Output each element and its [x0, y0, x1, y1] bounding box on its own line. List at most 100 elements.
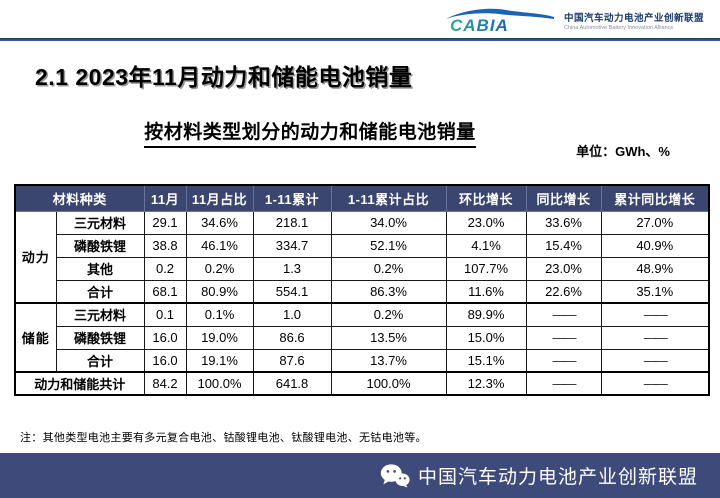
group-label-power: 动力 [14, 210, 57, 304]
value-cell: 100.0% [185, 371, 254, 396]
value-cell: 23.0% [525, 256, 602, 281]
value-cell: 23.0% [445, 210, 527, 235]
header-yoy-growth: 同比增长 [525, 185, 602, 212]
value-cell: —— [525, 325, 602, 350]
value-cell: 19.0% [185, 325, 254, 350]
unit-label: 单位：GWh、% [576, 144, 670, 159]
value-cell: 100.0% [330, 371, 447, 396]
value-cell: —— [600, 348, 710, 373]
value-cell: —— [525, 371, 602, 396]
value-cell: —— [600, 325, 710, 350]
value-cell: 89.9% [445, 302, 527, 327]
header-ytd-share: 1-11累计占比 [330, 185, 447, 212]
table-header-row: 材料种类 11月 11月占比 1-11累计 1-11累计占比 环比增长 同比增长… [14, 185, 710, 212]
value-cell: —— [525, 348, 602, 373]
table-row: 其他 0.2 0.2% 1.3 0.2% 107.7% 23.0% 48.9% [15, 256, 710, 281]
cabia-logo: CABIA [444, 7, 556, 37]
page-title: 2.1 2023年11月动力和储能电池销量 [35, 64, 413, 90]
header-nov-share: 11月占比 [185, 185, 254, 212]
material-cell: 合计 [55, 279, 145, 304]
value-cell: 27.0% [600, 210, 710, 235]
value-cell: 12.3% [445, 371, 527, 396]
footer-org-name: 中国汽车动力电池产业创新联盟 [417, 467, 698, 488]
table-total-row: 动力和储能共计 84.2 100.0% 641.8 100.0% 12.3% —… [14, 371, 710, 396]
header-material-type: 材料种类 [14, 185, 145, 212]
value-cell: 34.0% [330, 210, 447, 235]
value-cell: 46.1% [185, 233, 254, 258]
header-mom-growth: 环比增长 [445, 185, 527, 212]
footnote: 注：其他类型电池主要有多元复合电池、钴酸锂电池、钛酸锂电池、无钴电池等。 [20, 432, 427, 444]
value-cell: 15.4% [525, 233, 602, 258]
section-subtitle: 按材料类型划分的动力和储能电池销量 [144, 117, 476, 148]
value-cell: 48.9% [600, 256, 710, 281]
wechat-icon [380, 463, 410, 488]
footer-bar: 中国汽车动力电池产业创新联盟 [0, 453, 720, 498]
value-cell: 15.1% [445, 348, 527, 373]
value-cell: 107.7% [445, 256, 527, 281]
battery-sales-table: 材料种类 11月 11月占比 1-11累计 1-11累计占比 环比增长 同比增长… [14, 184, 711, 396]
table-row: 合计 16.0 19.1% 87.6 13.7% 15.1% —— —— [15, 348, 710, 373]
value-cell: 68.1 [143, 279, 187, 304]
value-cell: 4.1% [445, 233, 527, 258]
value-cell: 34.6% [185, 210, 254, 235]
value-cell: 0.2% [330, 302, 447, 327]
value-cell: 29.1 [143, 210, 187, 235]
value-cell: 15.0% [445, 325, 527, 350]
material-cell: 磷酸铁锂 [55, 325, 145, 350]
value-cell: 52.1% [330, 233, 447, 258]
value-cell: 0.2 [143, 256, 187, 281]
value-cell: 334.7 [252, 233, 332, 258]
value-cell: 0.2% [185, 256, 254, 281]
table-row: 磷酸铁锂 16.0 19.0% 86.6 13.5% 15.0% —— —— [15, 325, 710, 350]
header-logo: CABIA 中国汽车动力电池产业创新联盟 China Automotive Ba… [444, 7, 704, 37]
material-cell: 磷酸铁锂 [55, 233, 145, 258]
value-cell: 11.6% [445, 279, 527, 304]
group-label-storage: 储能 [14, 302, 57, 373]
value-cell: 0.2% [330, 256, 447, 281]
org-names: 中国汽车动力电池产业创新联盟 China Automotive Battery … [564, 13, 704, 32]
value-cell: 86.3% [330, 279, 447, 304]
value-cell: 86.6 [252, 325, 332, 350]
header-divider-line [0, 38, 720, 41]
value-cell: 0.1 [143, 302, 187, 327]
material-cell: 三元材料 [55, 302, 145, 327]
value-cell: 218.1 [252, 210, 332, 235]
value-cell: —— [525, 302, 602, 327]
org-name-en: China Automotive Battery Innovation Alli… [563, 24, 674, 31]
value-cell: 19.1% [185, 348, 254, 373]
table-row: 动力 三元材料 29.1 34.6% 218.1 34.0% 23.0% 33.… [14, 210, 710, 304]
value-cell: 38.8 [143, 233, 187, 258]
table-row: 合计 68.1 80.9% 554.1 86.3% 11.6% 22.6% 35… [15, 279, 710, 304]
value-cell: 1.0 [252, 302, 332, 327]
value-cell: 22.6% [525, 279, 602, 304]
car-swoosh-icon [445, 8, 554, 19]
subtitle-wrap: 按材料类型划分的动力和储能电池销量 [0, 117, 620, 148]
value-cell: 16.0 [143, 325, 187, 350]
value-cell: 80.9% [185, 279, 254, 304]
value-cell: 33.6% [525, 210, 602, 235]
header-ytd-yoy-growth: 累计同比增长 [600, 185, 710, 212]
value-cell: 16.0 [143, 348, 187, 373]
material-cell: 其他 [55, 256, 145, 281]
material-cell: 三元材料 [55, 210, 145, 235]
org-name-cn: 中国汽车动力电池产业创新联盟 [563, 12, 704, 24]
value-cell: 35.1% [600, 279, 710, 304]
value-cell: —— [600, 302, 710, 327]
value-cell: —— [600, 371, 710, 396]
value-cell: 13.7% [330, 348, 447, 373]
value-cell: 641.8 [252, 371, 332, 396]
table-row: 磷酸铁锂 38.8 46.1% 334.7 52.1% 4.1% 15.4% 4… [15, 233, 710, 258]
value-cell: 13.5% [330, 325, 447, 350]
value-cell: 1.3 [252, 256, 332, 281]
header-ytd: 1-11累计 [252, 185, 332, 212]
brand-text: CABIA [449, 16, 509, 35]
table-row: 储能 三元材料 0.1 0.1% 1.0 0.2% 89.9% —— —— [14, 302, 710, 373]
header-nov: 11月 [143, 185, 187, 212]
value-cell: 84.2 [143, 371, 187, 396]
material-cell: 合计 [55, 348, 145, 373]
total-row-label: 动力和储能共计 [14, 371, 145, 396]
value-cell: 87.6 [252, 348, 332, 373]
value-cell: 0.1% [185, 302, 254, 327]
value-cell: 40.9% [600, 233, 710, 258]
